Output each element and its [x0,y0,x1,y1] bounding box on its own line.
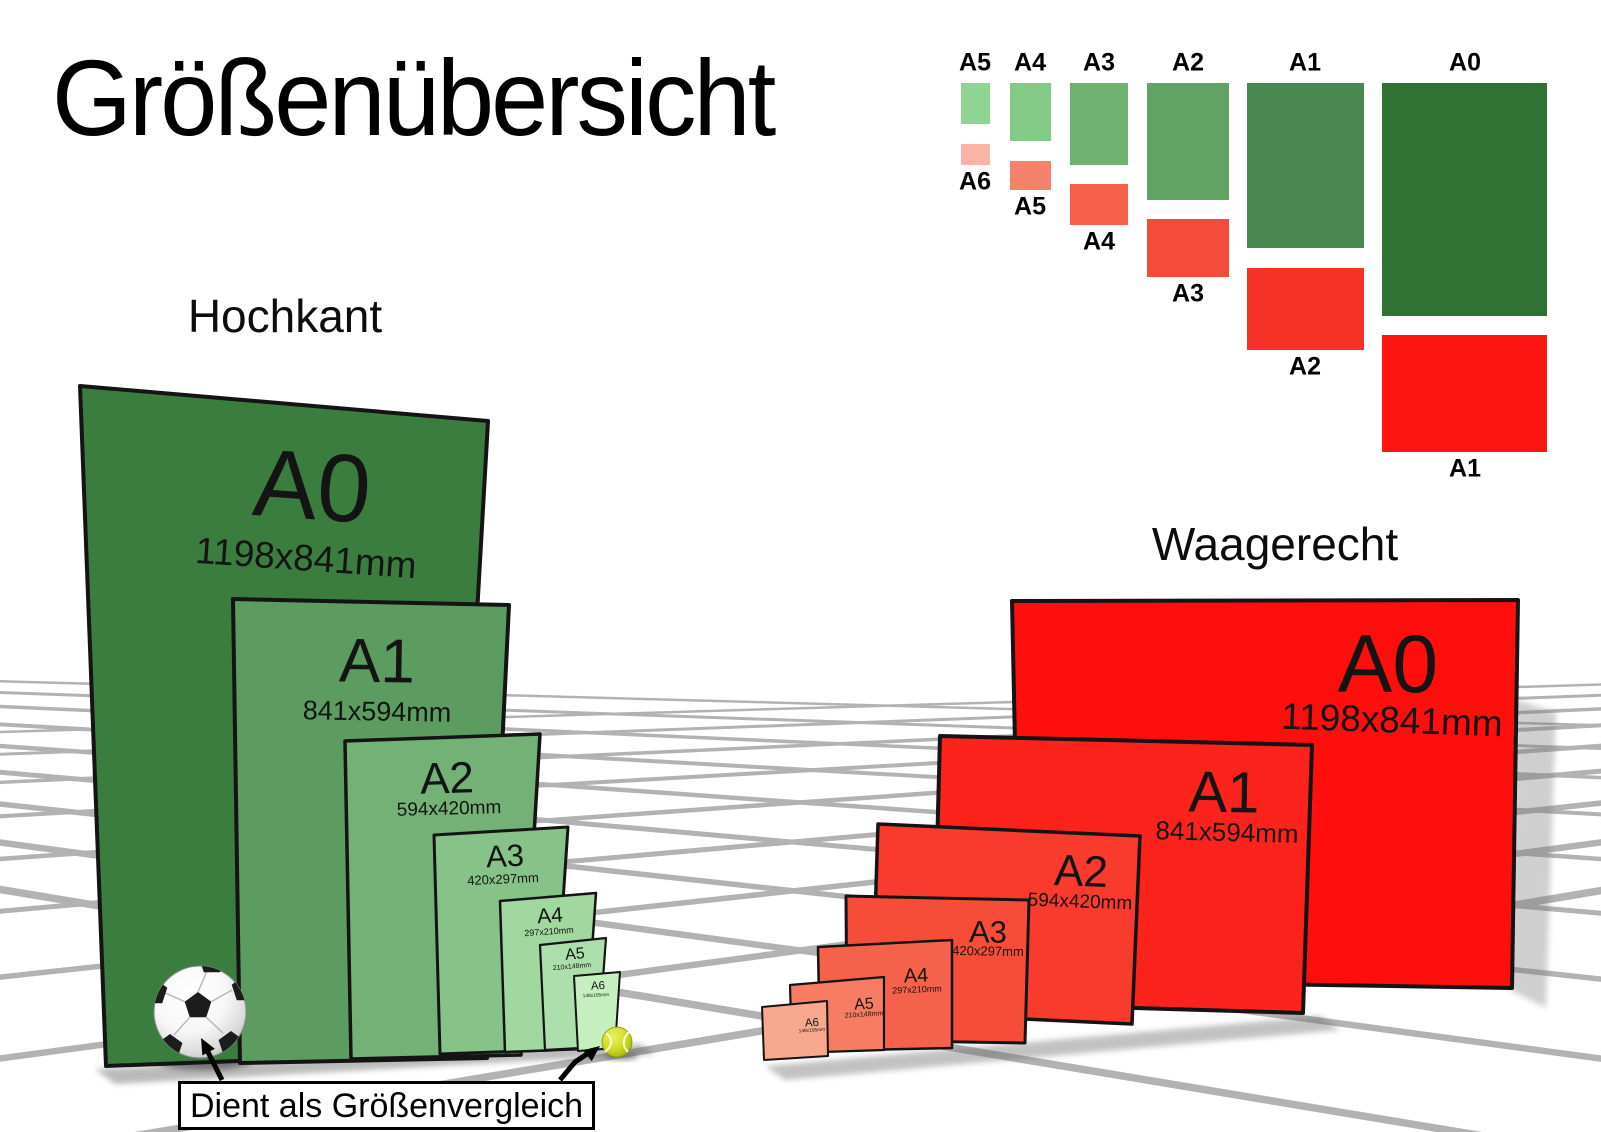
mini-portrait-label-a1: A1 [1289,48,1321,77]
mini-portrait-label-a2: A2 [1172,48,1204,77]
portrait-panel-stack [78,384,621,1068]
portrait-a4-label: A4 [536,903,564,929]
portrait-a3-dims: 420x297mm [466,869,540,889]
mini-landscape-label-a5: A5 [1014,192,1046,221]
mini-landscape-label-a2: A2 [1289,352,1321,381]
page-title: Größenübersicht [52,37,776,158]
mini-landscape-a1 [1382,335,1547,452]
size-comparison-note: Dient als Größenvergleich [178,1081,595,1130]
mini-landscape-label-a4: A4 [1083,227,1115,256]
mini-landscape-a2 [1247,268,1364,350]
mini-portrait-label-a0: A0 [1449,48,1481,77]
portrait-a2-dims: 594x420mm [396,797,502,821]
mini-landscape-label-a1: A1 [1449,454,1481,483]
landscape-a2-dims: 594x420mm [1027,889,1133,915]
mini-portrait-a5 [961,83,990,124]
landscape-a0-label: A0 [1337,618,1439,711]
arrow-to-tennis-ball-head [583,1046,600,1062]
landscape-a0-side-shadow [1510,700,1556,1008]
portrait-a0-label: A0 [249,429,375,544]
mini-landscape-label-a6: A6 [959,167,991,196]
portrait-a1-label: A1 [338,626,416,697]
landscape-section-heading: Waagerecht [1151,518,1399,570]
landscape-a0-dims: 1198x841mm [1280,695,1504,745]
note-arrows [201,1038,600,1082]
mini-portrait-a3 [1070,83,1128,165]
mini-portrait-label-a4: A4 [1014,48,1046,77]
landscape-a1-label: A1 [1187,759,1261,826]
tennis-ball [601,1026,633,1058]
landscape-a1-dims: 841x594mm [1155,815,1299,849]
landscape-a3-dims: 420x297mm [952,942,1024,960]
mini-portrait-label-a3: A3 [1083,48,1115,77]
landscape-stack-shadow [765,1016,1340,1080]
mini-landscape-a4 [1070,184,1128,225]
arrow-to-soccer-ball [204,1048,225,1082]
portrait-a2-label: A2 [419,753,475,804]
landscape-panel-stack [761,598,1520,1061]
landscape-panel-a6 [761,1000,829,1061]
portrait-a1-dims: 841x594mm [302,695,452,728]
landscape-a2-label: A2 [1053,846,1109,897]
mini-portrait-a4 [1010,83,1051,141]
arrow-to-soccer-ball-head [201,1038,215,1056]
arrow-to-tennis-ball [558,1049,592,1082]
mini-portrait-a0 [1382,83,1547,316]
mini-portrait-label-a5: A5 [959,48,991,77]
mini-landscape-a5 [1010,161,1051,190]
mini-landscape-a3 [1147,219,1229,277]
portrait-a5-label: A5 [564,945,586,964]
portrait-section-heading: Hochkant [187,290,383,342]
mini-landscape-a6 [961,144,990,165]
portrait-a6-label: A6 [590,979,606,993]
size-comparison-note-label: Dient als Größenvergleich [189,1086,584,1125]
portrait-a3-label: A3 [485,837,525,875]
mini-portrait-a2 [1147,83,1229,200]
mini-landscape-label-a3: A3 [1172,279,1204,308]
mini-portrait-a1 [1247,83,1364,248]
